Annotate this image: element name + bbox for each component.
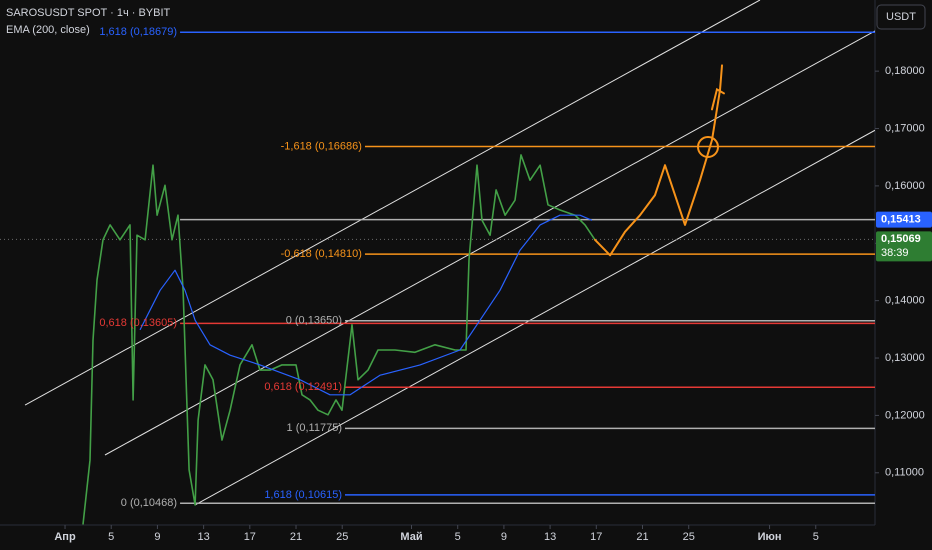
fib-level-label: -1,618 (0,16686) (281, 140, 362, 152)
price-label: 0,15069 (881, 233, 921, 245)
x-tick-label: Май (400, 531, 422, 543)
x-tick-label: 5 (813, 531, 819, 543)
channel-line (24, 0, 761, 406)
fib-level-label: 0,618 (0,13605) (99, 317, 177, 329)
fib-level-label: 1 (0,11775) (287, 422, 342, 434)
fib-level-label: 1,618 (0,18679) (99, 26, 177, 38)
y-tick-label: 0,13000 (885, 352, 925, 364)
x-tick-label: Июн (758, 531, 782, 543)
channel-line (194, 129, 875, 506)
y-tick-label: 0,16000 (885, 180, 925, 192)
forecast-arrowhead (710, 87, 725, 111)
price-label-box (876, 231, 932, 262)
x-tick-label: 17 (590, 531, 602, 543)
y-tick-label: 0,18000 (885, 65, 925, 77)
fib-level-label: 0,618 (0,12491) (264, 381, 342, 393)
price-label-box (876, 211, 932, 228)
currency-label: USDT (886, 11, 916, 23)
plot (0, 0, 875, 525)
fib-level-label: 0 (0,13650) (286, 315, 342, 327)
channel-line (104, 30, 875, 456)
x-tick-label: Апр (54, 531, 76, 543)
legend-entry: EMA (200, close) (6, 24, 90, 36)
price-countdown: 38:39 (881, 247, 909, 259)
legend-entry: SAROSUSDT SPOT · 1ч · BYBIT (6, 7, 171, 19)
y-tick-label: 0,11000 (885, 467, 924, 479)
price-line (139, 214, 593, 396)
x-tick-label: 9 (154, 531, 160, 543)
fib-level-label: -0,618 (0,14810) (281, 248, 362, 260)
x-tick-label: 21 (290, 531, 302, 543)
x-tick-label: 5 (108, 531, 114, 543)
price-label: 0,15413 (881, 213, 921, 225)
y-tick-label: 0,12000 (885, 409, 925, 421)
y-tick-label: 0,17000 (885, 122, 925, 134)
x-tick-label: 21 (636, 531, 648, 543)
forecast-path (594, 64, 723, 257)
fib-level-label: 1,618 (0,10615) (264, 489, 342, 501)
y-tick-label: 0,14000 (885, 295, 925, 307)
x-tick-label: 17 (244, 531, 256, 543)
x-tick-label: 5 (455, 531, 461, 543)
fib-level-label: 0 (0,10468) (121, 497, 177, 509)
currency-button[interactable] (876, 4, 926, 30)
x-tick-label: 13 (544, 531, 556, 543)
x-tick-label: 13 (197, 531, 209, 543)
x-tick-label: 9 (501, 531, 507, 543)
x-tick-label: 25 (683, 531, 695, 543)
x-tick-label: 25 (336, 531, 348, 543)
